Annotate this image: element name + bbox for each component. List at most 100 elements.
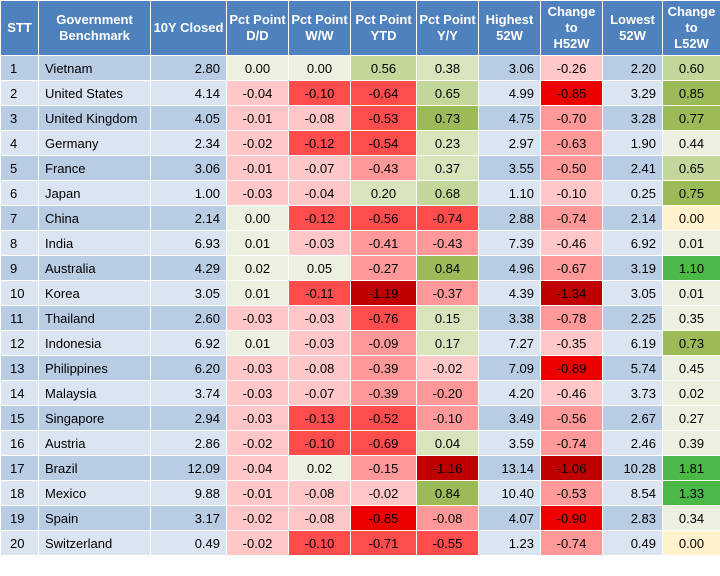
column-header-line1: Highest [485,12,534,27]
change-yy-cell: -0.10 [416,405,479,431]
highest-52w-cell: 3.49 [478,405,541,431]
change-ytd-cell: -0.53 [350,105,417,131]
closed-yield-cell: 0.49 [150,530,227,556]
lowest-52w-cell: 0.25 [602,180,663,206]
highest-52w-cell: 4.20 [478,380,541,406]
column-header-line2: W/W [305,28,334,43]
column-header-line2: Y/Y [437,28,458,43]
lowest-52w-cell: 2.41 [602,155,663,181]
table-row: 7 China 2.14 0.00 -0.12 -0.56 -0.74 2.88 -0.74 2.… [0,205,720,231]
table-row: 10 Korea 3.05 0.01 -0.11 -1.19 -0.37 4.39 -1.34 3… [0,280,720,306]
closed-yield-cell: 3.05 [150,280,227,306]
change-to-h52w-cell: -0.89 [540,355,603,381]
benchmark-name-cell: Korea [38,280,151,306]
table-row: 16 Austria 2.86 -0.02 -0.10 -0.69 0.04 3.59 -0.7… [0,430,720,456]
column-header-line1: Lowest [610,12,655,27]
change-yy-cell: 0.65 [416,80,479,106]
change-to-l52w-cell: 0.77 [662,105,720,131]
benchmark-name-cell: Brazil [38,455,151,481]
change-ww-cell: -0.10 [288,530,351,556]
change-ytd-cell: -0.69 [350,430,417,456]
change-dd-cell: -0.03 [226,305,289,331]
lowest-52w-cell: 8.54 [602,480,663,506]
column-header-line1: Pct Point [419,12,476,27]
benchmark-name-cell: Austria [38,430,151,456]
table-header: STT Government Benchmark 10Y Closed Pct Poin… [0,0,720,56]
row-number-cell: 6 [0,180,39,206]
change-dd-cell: -0.02 [226,530,289,556]
closed-yield-cell: 3.17 [150,505,227,531]
benchmark-name-cell: Vietnam [38,55,151,81]
column-header: STT [0,0,39,56]
change-to-l52w-cell: 0.60 [662,55,720,81]
row-number-cell: 18 [0,480,39,506]
lowest-52w-cell: 5.74 [602,355,663,381]
change-ww-cell: -0.08 [288,355,351,381]
change-ytd-cell: -0.71 [350,530,417,556]
benchmark-name-cell: Japan [38,180,151,206]
column-header-line2: L52W [674,36,709,51]
table-row: 3 United Kingdom 4.05 -0.01 -0.08 -0.53 0.73 4.… [0,105,720,131]
row-number-cell: 11 [0,305,39,331]
change-ww-cell: -0.07 [288,380,351,406]
change-to-h52w-cell: -0.56 [540,405,603,431]
change-to-h52w-cell: -0.85 [540,80,603,106]
change-dd-cell: -0.01 [226,155,289,181]
change-ytd-cell: -0.43 [350,155,417,181]
table-row: 4 Germany 2.34 -0.02 -0.12 -0.54 0.23 2.97 -0.63… [0,130,720,156]
highest-52w-cell: 13.14 [478,455,541,481]
change-ww-cell: -0.13 [288,405,351,431]
lowest-52w-cell: 3.29 [602,80,663,106]
highest-52w-cell: 1.10 [478,180,541,206]
closed-yield-cell: 6.20 [150,355,227,381]
benchmark-name-cell: Mexico [38,480,151,506]
change-ww-cell: -0.03 [288,230,351,256]
row-number-cell: 20 [0,530,39,556]
change-to-l52w-cell: 0.02 [662,380,720,406]
table-row: 20 Switzerland 0.49 -0.02 -0.10 -0.71 -0.55 1.2… [0,530,720,556]
highest-52w-cell: 4.96 [478,255,541,281]
change-yy-cell: 0.23 [416,130,479,156]
column-header: Change to L52W [662,0,720,56]
bond-yield-table: STT Government Benchmark 10Y Closed Pct Poin… [0,0,720,556]
closed-yield-cell: 2.80 [150,55,227,81]
benchmark-name-cell: Germany [38,130,151,156]
change-to-l52w-cell: 0.65 [662,155,720,181]
change-yy-cell: 0.17 [416,330,479,356]
lowest-52w-cell: 1.90 [602,130,663,156]
highest-52w-cell: 2.97 [478,130,541,156]
benchmark-name-cell: United Kingdom [38,105,151,131]
table-row: 1 Vietnam 2.80 0.00 0.00 0.56 0.38 3.06 -0.26 2.2… [0,55,720,81]
change-to-l52w-cell: 0.85 [662,80,720,106]
lowest-52w-cell: 3.19 [602,255,663,281]
row-number-cell: 3 [0,105,39,131]
change-ytd-cell: -0.27 [350,255,417,281]
column-header: Government Benchmark [38,0,151,56]
benchmark-name-cell: Australia [38,255,151,281]
table-row: 9 Australia 4.29 0.02 0.05 -0.27 0.84 4.96 -0.67… [0,255,720,281]
column-header-line1: STT [7,20,32,35]
closed-yield-cell: 3.06 [150,155,227,181]
row-number-cell: 10 [0,280,39,306]
change-dd-cell: -0.03 [226,380,289,406]
change-yy-cell: 0.04 [416,430,479,456]
closed-yield-cell: 6.92 [150,330,227,356]
change-yy-cell: -0.55 [416,530,479,556]
row-number-cell: 13 [0,355,39,381]
highest-52w-cell: 3.59 [478,430,541,456]
closed-yield-cell: 4.14 [150,80,227,106]
column-header-line2: YTD [370,28,397,43]
closed-yield-cell: 6.93 [150,230,227,256]
change-to-l52w-cell: 0.44 [662,130,720,156]
change-yy-cell: 0.38 [416,55,479,81]
closed-yield-cell: 12.09 [150,455,227,481]
row-number-cell: 14 [0,380,39,406]
lowest-52w-cell: 2.14 [602,205,663,231]
table-row: 8 India 6.93 0.01 -0.03 -0.41 -0.43 7.39 -0.46 6.… [0,230,720,256]
change-to-h52w-cell: -0.67 [540,255,603,281]
column-header-line1: Pct Point [291,12,348,27]
column-header-line2: Benchmark [59,28,130,43]
lowest-52w-cell: 3.28 [602,105,663,131]
closed-yield-cell: 1.00 [150,180,227,206]
change-yy-cell: -0.74 [416,205,479,231]
